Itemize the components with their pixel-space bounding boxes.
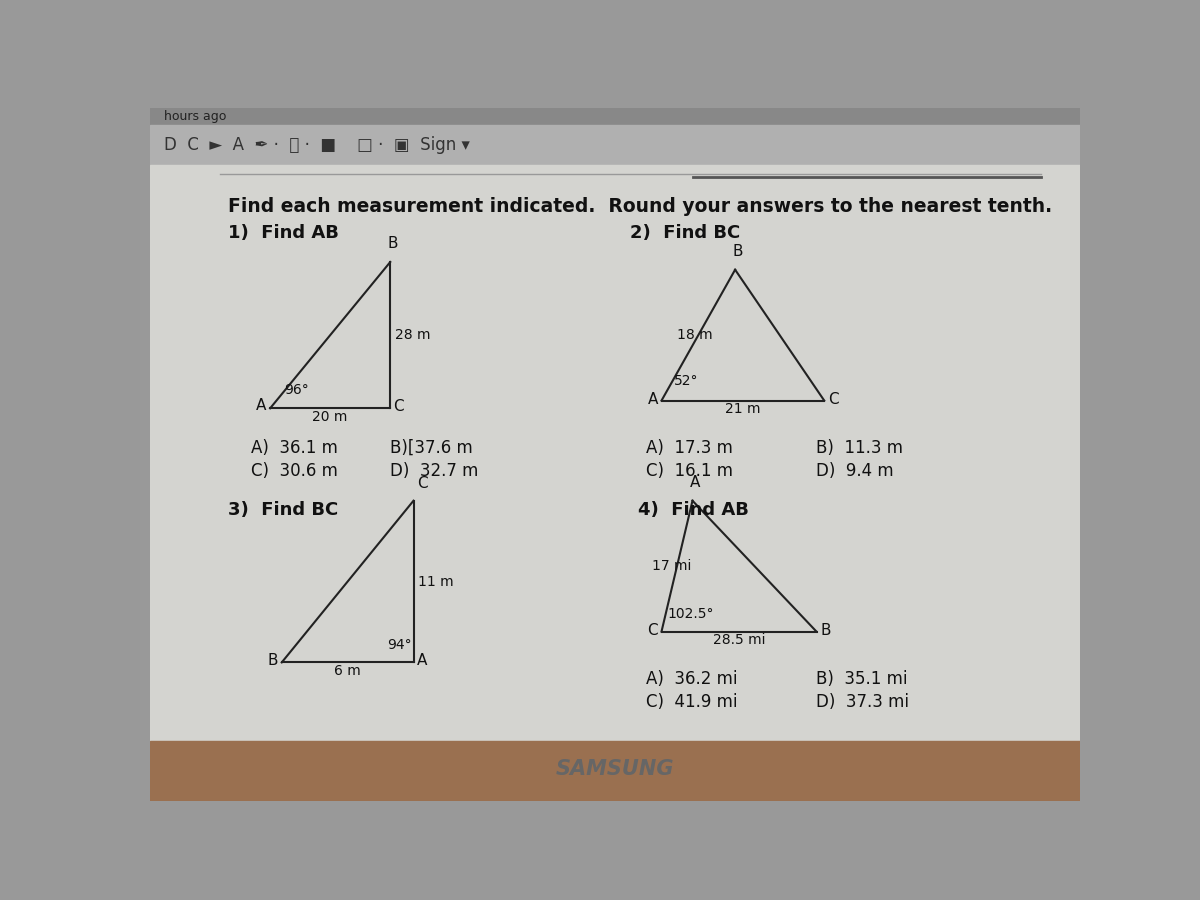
Text: Find each measurement indicated.  Round your answers to the nearest tenth.: Find each measurement indicated. Round y… <box>228 196 1051 215</box>
Text: B: B <box>268 653 278 669</box>
Text: B: B <box>732 244 743 259</box>
Text: 3)  Find BC: 3) Find BC <box>228 500 337 518</box>
Text: B)  11.3 m: B) 11.3 m <box>816 439 904 457</box>
Text: B)  35.1 mi: B) 35.1 mi <box>816 670 908 688</box>
Text: B)[37.6 m: B)[37.6 m <box>390 439 473 457</box>
Text: 1)  Find AB: 1) Find AB <box>228 223 338 241</box>
Text: C: C <box>418 476 428 491</box>
Text: C)  41.9 mi: C) 41.9 mi <box>646 693 738 711</box>
Text: A: A <box>689 475 700 490</box>
Text: 52°: 52° <box>674 374 698 388</box>
Text: 96°: 96° <box>284 383 308 398</box>
Bar <box>150 108 1080 125</box>
Text: B: B <box>388 236 397 251</box>
Text: B: B <box>821 623 830 638</box>
Text: A)  17.3 m: A) 17.3 m <box>646 439 733 457</box>
Bar <box>150 741 1080 801</box>
Text: 2)  Find BC: 2) Find BC <box>630 223 740 241</box>
Text: A: A <box>256 398 266 413</box>
Text: A: A <box>416 653 427 669</box>
Text: 102.5°: 102.5° <box>667 607 714 621</box>
Text: C: C <box>828 392 839 407</box>
Bar <box>150 165 1080 741</box>
Text: 18 m: 18 m <box>677 328 713 342</box>
Text: hours ago: hours ago <box>164 110 227 123</box>
Text: 6 m: 6 m <box>335 663 361 678</box>
Text: D)  32.7 m: D) 32.7 m <box>390 463 479 481</box>
Text: 21 m: 21 m <box>725 402 761 416</box>
Text: A: A <box>648 392 658 407</box>
Text: C)  30.6 m: C) 30.6 m <box>251 463 337 481</box>
Text: 11 m: 11 m <box>418 574 454 589</box>
Text: 20 m: 20 m <box>312 410 348 424</box>
Text: SAMSUNG: SAMSUNG <box>556 759 674 778</box>
Text: C)  16.1 m: C) 16.1 m <box>646 463 733 481</box>
Text: 28 m: 28 m <box>395 328 431 342</box>
Text: A)  36.2 mi: A) 36.2 mi <box>646 670 738 688</box>
Text: C: C <box>648 623 658 638</box>
Text: A)  36.1 m: A) 36.1 m <box>251 439 337 457</box>
Bar <box>150 125 1080 165</box>
Text: 28.5 mi: 28.5 mi <box>713 633 766 647</box>
Text: D  C  ►  A  ✒ ·  ⭐ ·  ■    □ ·  ▣  Sign ▾: D C ► A ✒ · ⭐ · ■ □ · ▣ Sign ▾ <box>164 136 470 154</box>
Text: 94°: 94° <box>388 637 412 652</box>
Text: D)  9.4 m: D) 9.4 m <box>816 463 894 481</box>
Text: C: C <box>394 400 404 414</box>
Text: D)  37.3 mi: D) 37.3 mi <box>816 693 910 711</box>
Text: 4)  Find AB: 4) Find AB <box>638 500 749 518</box>
Text: 17 mi: 17 mi <box>653 559 691 573</box>
